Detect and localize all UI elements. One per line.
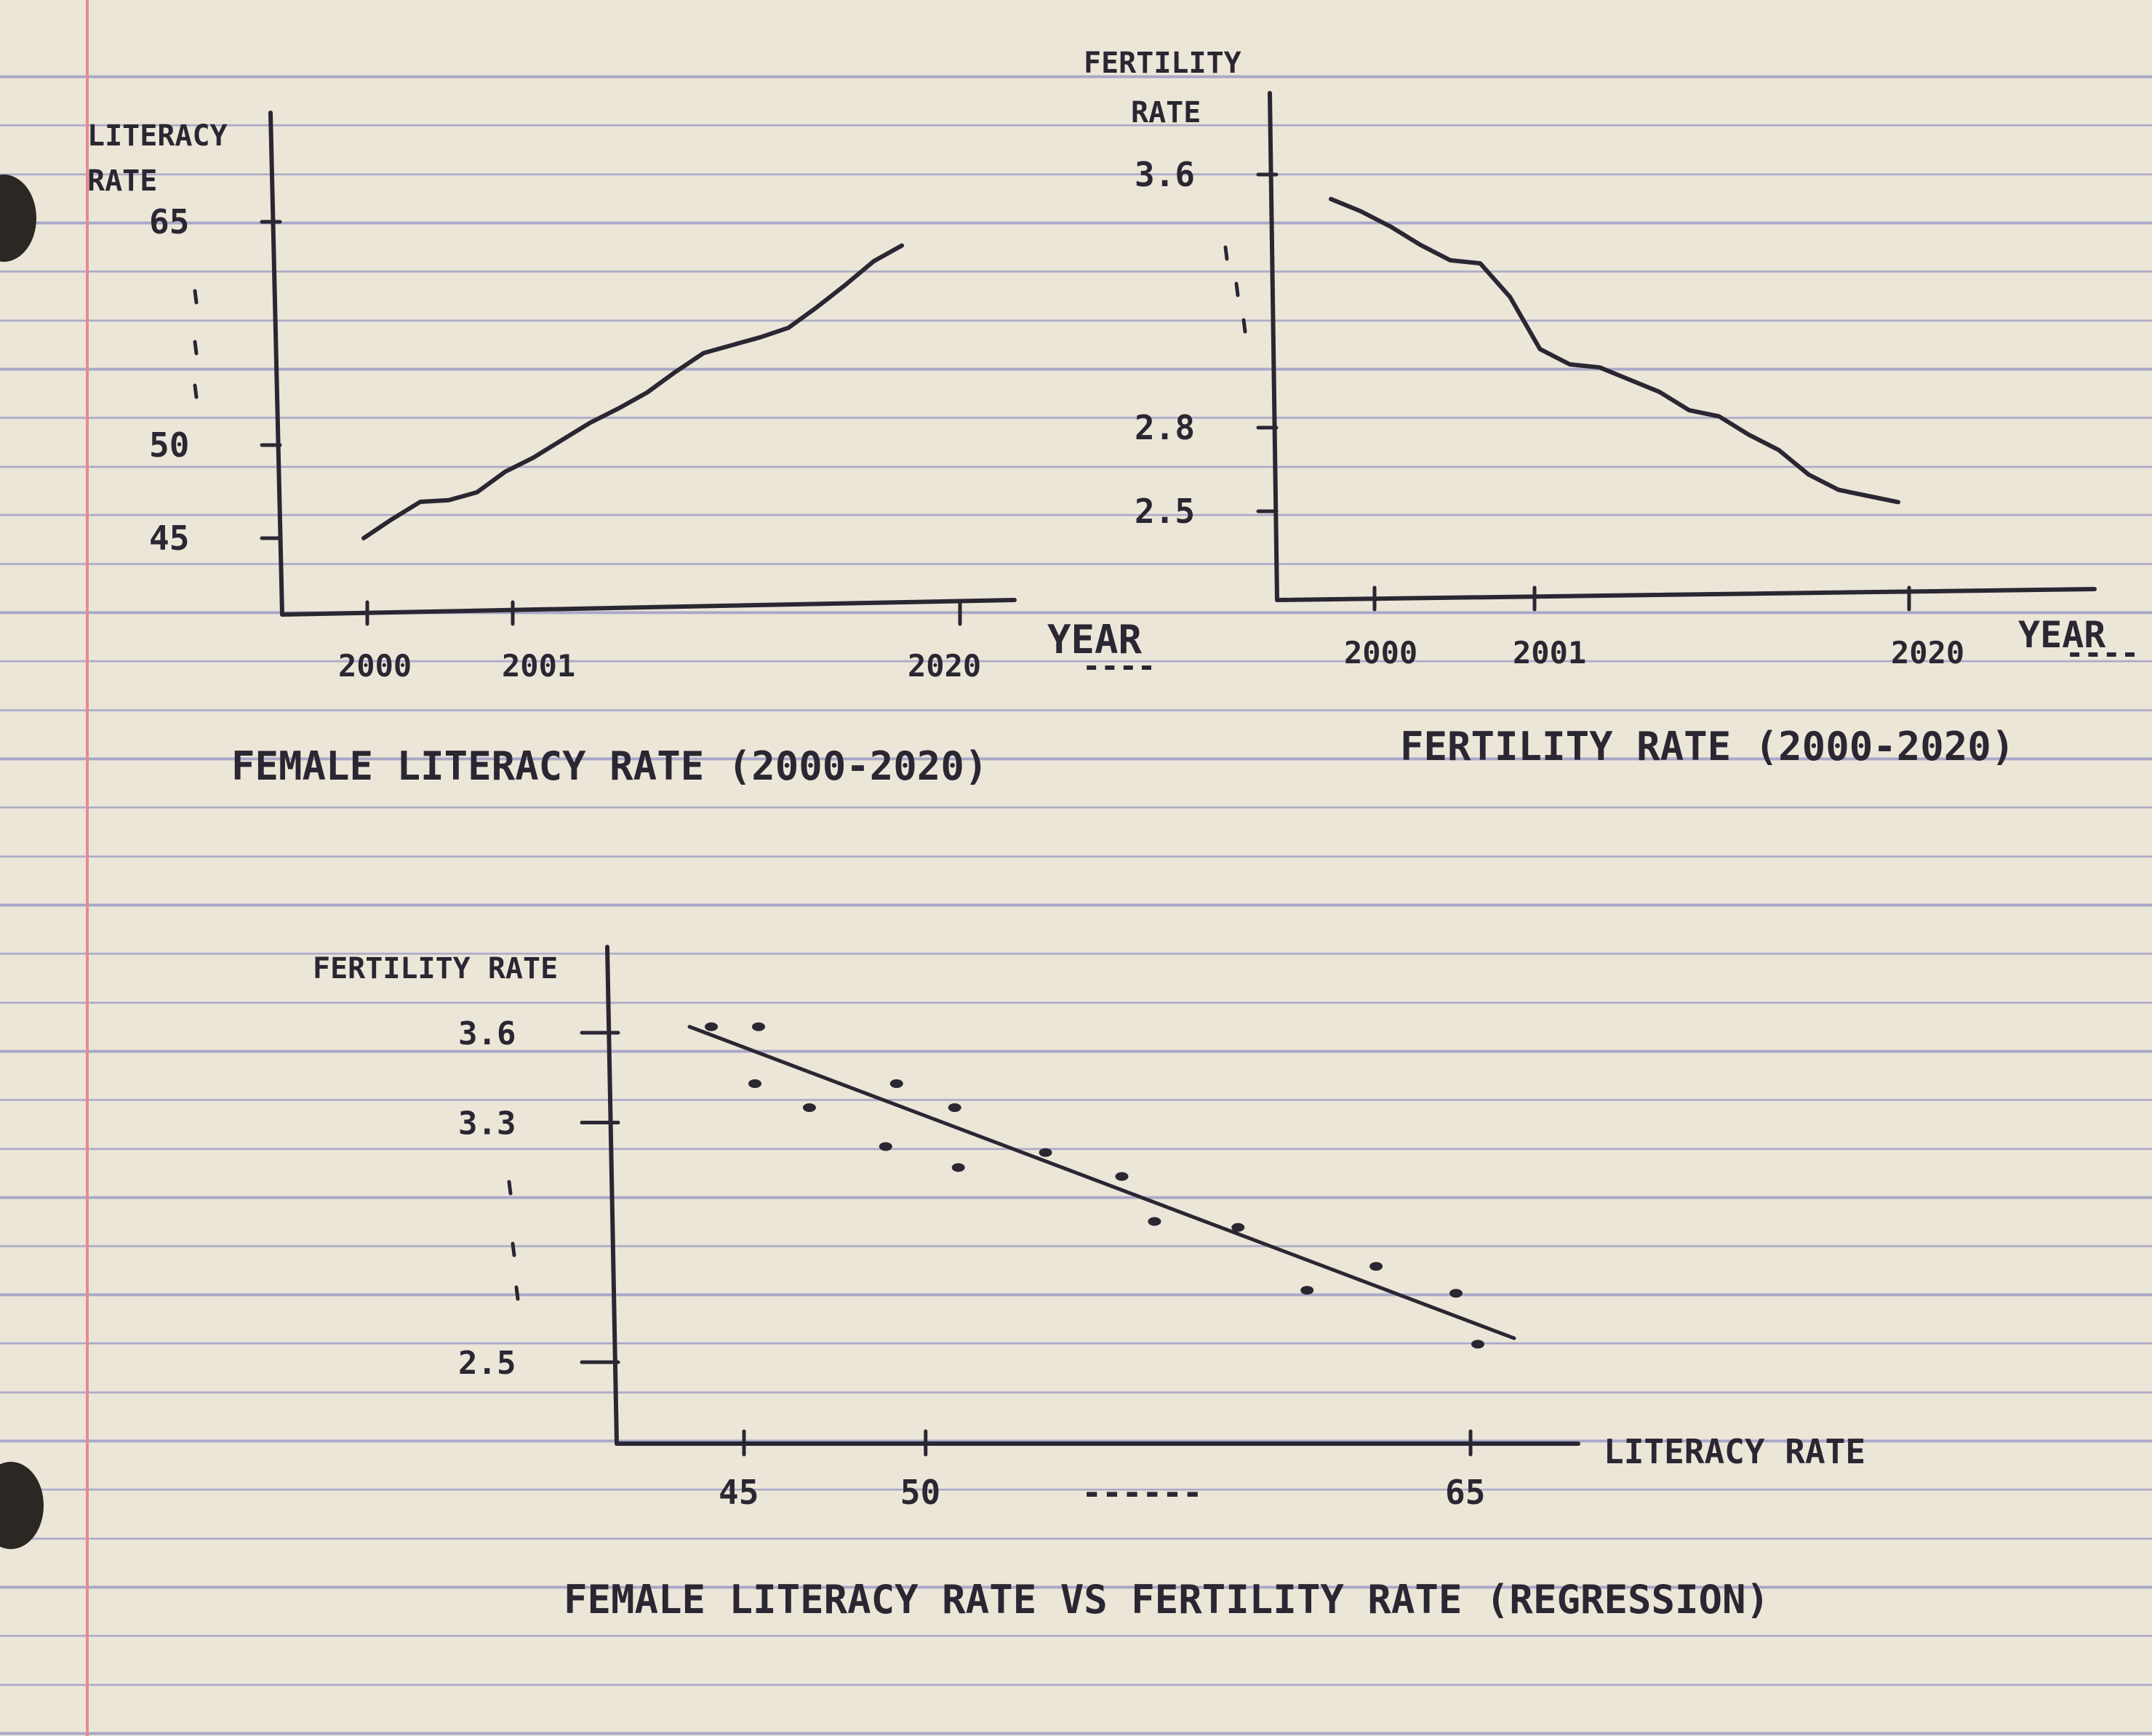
y-tick-label: 2.5 <box>1135 492 1195 531</box>
gap-mark <box>1234 281 1240 297</box>
scatter-point <box>1039 1148 1052 1157</box>
y-tick-label: 3.6 <box>458 1015 516 1052</box>
y-axis-label: FERTILITY RATE <box>313 952 558 985</box>
literacy-series-line <box>361 243 904 540</box>
x-axis-label: LITERACY RATE <box>1604 1432 1865 1471</box>
scatter-point <box>951 1163 965 1172</box>
scatter-point <box>948 1103 961 1112</box>
literacy-line-chart: LITERACY RATE YEAR FEMALE LITERACY RATE … <box>87 111 1156 789</box>
scatter-point <box>1471 1340 1484 1349</box>
chart-title: FEMALE LITERACY RATE VS FERTILITY RATE (… <box>564 1577 1769 1623</box>
y-axis-label-line-2: RATE <box>87 164 157 198</box>
regression-line <box>687 1025 1516 1340</box>
margin-line <box>86 0 89 1736</box>
y-tick-label: 2.5 <box>458 1345 516 1382</box>
scatter-point <box>879 1142 892 1151</box>
x-tick-label: 2000 <box>1344 635 1417 671</box>
scatter-point <box>1148 1217 1161 1226</box>
scatter-point <box>751 1022 765 1031</box>
x-tick-label: 50 <box>900 1473 940 1512</box>
fertility-line-chart: FERTILITY RATE YEAR FERTILITY RATE (2000… <box>1084 47 2139 769</box>
scatter-point <box>1115 1172 1129 1181</box>
gap-mark <box>514 1285 520 1301</box>
x-tick-label: 2001 <box>502 648 575 684</box>
y-axis <box>1268 91 1279 602</box>
gap-mark <box>511 1241 516 1257</box>
gap-mark <box>1241 318 1247 334</box>
x-tick-label: 2001 <box>1513 635 1586 671</box>
scatter-point <box>1449 1289 1463 1298</box>
gap-mark <box>1223 245 1229 261</box>
gap-mark <box>193 340 199 356</box>
x-tick-label: 65 <box>1445 1473 1485 1512</box>
scatter-point <box>1300 1286 1314 1295</box>
scatter-point <box>889 1079 903 1089</box>
gap-mark <box>193 289 199 305</box>
gap-mark <box>193 383 199 399</box>
y-axis <box>268 111 284 617</box>
scatter-point <box>802 1103 816 1112</box>
x-tick-label: 2020 <box>1891 635 1964 671</box>
scatter-point <box>748 1079 761 1089</box>
x-axis <box>280 598 1017 617</box>
y-tick-label: 50 <box>149 425 189 465</box>
y-axis-label-line-1: FERTILITY <box>1084 47 1241 80</box>
gap-marks <box>193 245 1247 1301</box>
x-tick-label: 45 <box>719 1473 759 1512</box>
chart-title: FEMALE LITERACY RATE (2000-2020) <box>231 743 988 789</box>
x-tick-label: ---- <box>2065 635 2139 671</box>
y-axis-label-line-2: RATE <box>1131 96 1201 129</box>
x-axis <box>1275 587 2097 602</box>
y-tick-label: 45 <box>149 519 189 558</box>
y-axis-label-line-1: LITERACY <box>87 119 228 153</box>
x-tick-label: ------ <box>1081 1473 1202 1512</box>
y-axis <box>605 945 619 1446</box>
y-tick-label: 3.3 <box>458 1105 516 1143</box>
gap-mark <box>507 1180 513 1196</box>
chart-title: FERTILITY RATE (2000-2020) <box>1400 724 2015 769</box>
fertility-series-line <box>1329 196 1900 505</box>
x-tick-label: ---- <box>1082 648 1156 684</box>
x-axis-label: YEAR <box>2018 614 2106 656</box>
x-tick-label: 2020 <box>908 648 981 684</box>
y-tick-label: 65 <box>149 202 189 241</box>
regression-scatter-chart: FERTILITY RATE LITERACY RATE FEMALE LITE… <box>313 945 1865 1623</box>
scatter-point <box>1231 1223 1245 1232</box>
y-tick-label: 3.6 <box>1135 155 1195 194</box>
x-axis-label: YEAR <box>1047 617 1143 663</box>
scatter-point <box>705 1022 719 1031</box>
y-tick-label: 2.8 <box>1135 408 1195 447</box>
scatter-point <box>1369 1262 1383 1271</box>
x-tick-label: 2000 <box>338 648 412 684</box>
